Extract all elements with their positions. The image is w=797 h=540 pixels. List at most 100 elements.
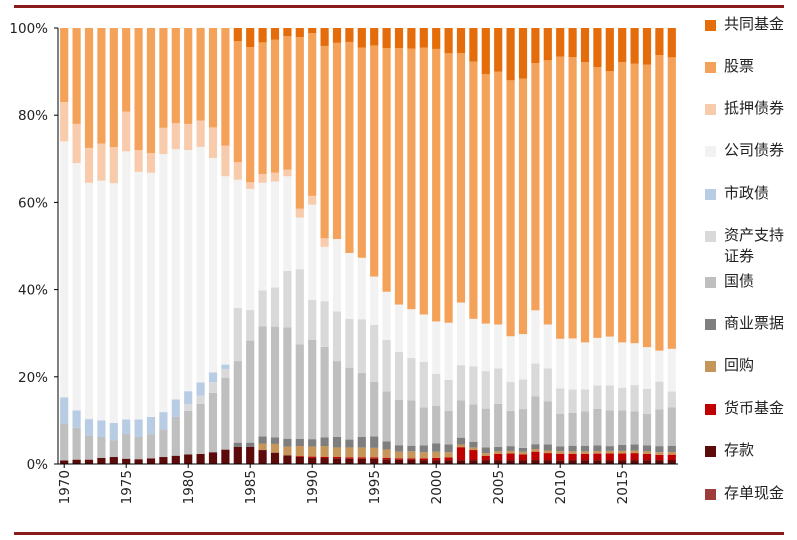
bar-segment xyxy=(407,358,416,401)
bar-segment xyxy=(109,457,118,464)
bar-segment xyxy=(580,342,590,390)
bar-segment xyxy=(382,459,391,464)
bar-segment xyxy=(146,28,156,154)
bar-segment xyxy=(370,458,379,464)
bar-segment xyxy=(642,453,652,461)
bar-segment xyxy=(283,176,292,271)
bar-segment xyxy=(159,429,168,458)
bar-segment xyxy=(469,460,478,464)
bar-segment xyxy=(134,459,143,464)
x-tick-label: 1975 xyxy=(119,470,135,504)
bar-segment xyxy=(655,409,664,447)
legend-label: 回购 xyxy=(724,356,755,374)
bar-segment xyxy=(283,455,292,464)
bar-segment xyxy=(593,460,602,464)
bar-segment xyxy=(295,208,304,218)
x-tick-label: 2000 xyxy=(429,470,445,504)
x-tick-label: 1995 xyxy=(367,470,383,504)
bar-segment xyxy=(543,28,552,61)
bar-segment xyxy=(630,444,639,451)
bar-segment xyxy=(655,460,664,464)
bar-segment xyxy=(593,28,602,68)
bar-segment xyxy=(258,174,267,183)
axes xyxy=(54,27,678,465)
bar-segment xyxy=(630,343,639,386)
bar-segment xyxy=(370,324,379,383)
bar-segment xyxy=(109,28,118,148)
bar-segment xyxy=(580,453,590,461)
bar-segment xyxy=(270,181,280,288)
legend-swatch xyxy=(705,189,716,200)
bar-segment xyxy=(618,460,627,464)
bar-segment xyxy=(605,453,614,461)
bar-segment xyxy=(295,344,304,439)
bar-segment xyxy=(122,458,131,464)
bar-segment xyxy=(196,395,205,404)
bar-segment xyxy=(382,441,391,450)
bar-segment xyxy=(444,28,453,54)
x-tick-label: 2005 xyxy=(491,470,507,504)
bar-segment xyxy=(432,457,441,461)
bar-segment xyxy=(531,28,540,64)
bar-segment xyxy=(444,53,453,323)
bar-segment xyxy=(543,444,552,451)
bar-segment xyxy=(295,217,304,270)
bar-segment xyxy=(543,401,552,445)
bar-segment xyxy=(667,454,676,460)
bar-segment xyxy=(407,459,416,464)
bar-segment xyxy=(568,28,577,58)
bar-segment xyxy=(184,150,193,392)
bar-segment xyxy=(432,48,441,322)
legend-swatch xyxy=(705,489,716,500)
bar-segment xyxy=(109,147,118,184)
bar-segment xyxy=(60,460,69,464)
legend-swatch xyxy=(705,446,716,457)
x-axis-ticks: 1970 1975 1980 1985 1990 1995 2000 2005 2010 2015 xyxy=(57,464,631,504)
bar-segment xyxy=(233,162,242,180)
bar-segment xyxy=(580,445,590,452)
bar-segment xyxy=(270,28,280,40)
x-tick-label: 2010 xyxy=(553,470,569,504)
bar-segment xyxy=(308,457,317,464)
bar-segment xyxy=(494,403,503,447)
bar-segment xyxy=(419,361,428,408)
bar-segment xyxy=(134,171,143,420)
bar-segment xyxy=(320,246,329,302)
bar-segment xyxy=(345,447,354,458)
bar-segment xyxy=(618,453,627,461)
bar-segment xyxy=(481,28,490,75)
y-tick-label: 20% xyxy=(18,370,48,386)
bar-segment xyxy=(642,445,652,452)
bar-segment xyxy=(72,427,81,460)
bar-segment xyxy=(618,387,627,411)
bar-segment xyxy=(593,408,602,446)
x-tick-label: 1985 xyxy=(243,470,259,504)
bar-segment xyxy=(84,419,94,436)
bar-segment xyxy=(655,28,664,56)
bar-segment xyxy=(444,452,453,458)
bar-segment xyxy=(84,459,94,464)
bar-segment xyxy=(221,368,230,378)
bar-segment xyxy=(655,55,664,351)
bar-segment xyxy=(630,63,639,344)
bar-segment xyxy=(494,324,503,369)
legend-swatch xyxy=(705,319,716,330)
bar-segment xyxy=(208,382,218,393)
bar-segment xyxy=(332,239,342,312)
bar-segment xyxy=(444,460,453,464)
bar-segment xyxy=(456,447,466,461)
bar-segment xyxy=(196,382,205,396)
bar-segment xyxy=(295,439,304,447)
bar-segment xyxy=(506,460,515,464)
bar-segment xyxy=(208,28,218,128)
bar-segment xyxy=(60,141,69,398)
bar-segment xyxy=(642,460,652,464)
bar-segment xyxy=(345,457,354,459)
bar-segment xyxy=(667,391,676,408)
bar-segment xyxy=(568,389,577,413)
bar-segment xyxy=(184,28,193,124)
bar-segment xyxy=(308,33,317,196)
bar-segment xyxy=(618,28,627,63)
bar-segment xyxy=(506,336,515,383)
y-tick-label: 100% xyxy=(9,21,48,37)
